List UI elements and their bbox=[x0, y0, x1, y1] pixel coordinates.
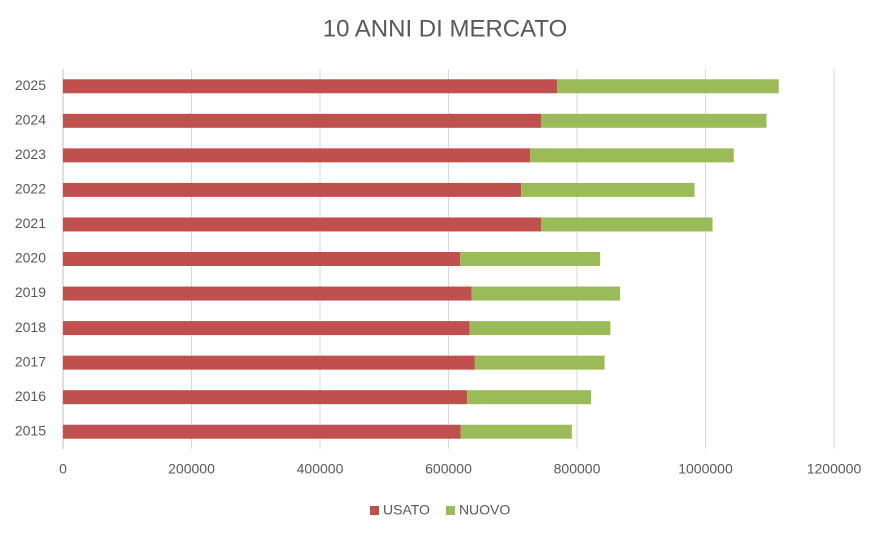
bar-segment bbox=[63, 321, 470, 336]
x-tick-label: 200000 bbox=[168, 461, 215, 477]
bar-segment bbox=[63, 182, 522, 197]
x-tick-label: 0 bbox=[59, 461, 67, 477]
bar-segment bbox=[63, 355, 475, 370]
bar-segment bbox=[467, 390, 592, 405]
y-tick-label: 2017 bbox=[15, 353, 46, 369]
y-tick-label: 2018 bbox=[15, 319, 46, 335]
bar-segment bbox=[63, 113, 542, 128]
bar-segment bbox=[63, 79, 558, 94]
x-tick-label: 1000000 bbox=[678, 461, 733, 477]
bar-segment bbox=[63, 148, 531, 163]
bar-segment bbox=[63, 424, 461, 439]
y-tick-label: 2021 bbox=[15, 215, 46, 231]
y-tick-label: 2022 bbox=[15, 181, 46, 197]
bar-segment bbox=[471, 286, 621, 301]
bar-segment bbox=[530, 148, 734, 163]
x-tick-label: 1200000 bbox=[807, 461, 862, 477]
bar-segment bbox=[557, 79, 779, 94]
y-tick-label: 2020 bbox=[15, 250, 46, 266]
x-tick-label: 400000 bbox=[297, 461, 344, 477]
legend-label: USATO bbox=[383, 502, 430, 518]
y-tick-label: 2023 bbox=[15, 146, 46, 162]
legend-swatch bbox=[445, 506, 455, 515]
bar-segment bbox=[63, 252, 461, 266]
y-tick-label: 2024 bbox=[15, 112, 46, 128]
bar-segment bbox=[63, 286, 472, 301]
bar-segment bbox=[63, 217, 542, 232]
y-tick-label: 2015 bbox=[15, 422, 46, 438]
y-tick-label: 2025 bbox=[15, 77, 46, 93]
chart-title: 10 ANNI DI MERCATO bbox=[323, 15, 568, 42]
x-tick-label: 600000 bbox=[425, 461, 472, 477]
y-tick-label: 2016 bbox=[15, 388, 46, 404]
bar-segment bbox=[541, 113, 767, 128]
bar-segment bbox=[460, 424, 572, 439]
bar-segment bbox=[541, 217, 713, 232]
bar-segment bbox=[63, 390, 468, 405]
legend-swatch bbox=[370, 506, 379, 515]
x-tick-label: 800000 bbox=[554, 461, 601, 477]
bar-segment bbox=[474, 355, 605, 370]
bar-segment bbox=[460, 252, 601, 266]
legend-label: NUOVO bbox=[459, 502, 510, 518]
y-tick-label: 2019 bbox=[15, 284, 46, 300]
bar-segment bbox=[521, 182, 695, 197]
bar-segment bbox=[469, 321, 611, 336]
